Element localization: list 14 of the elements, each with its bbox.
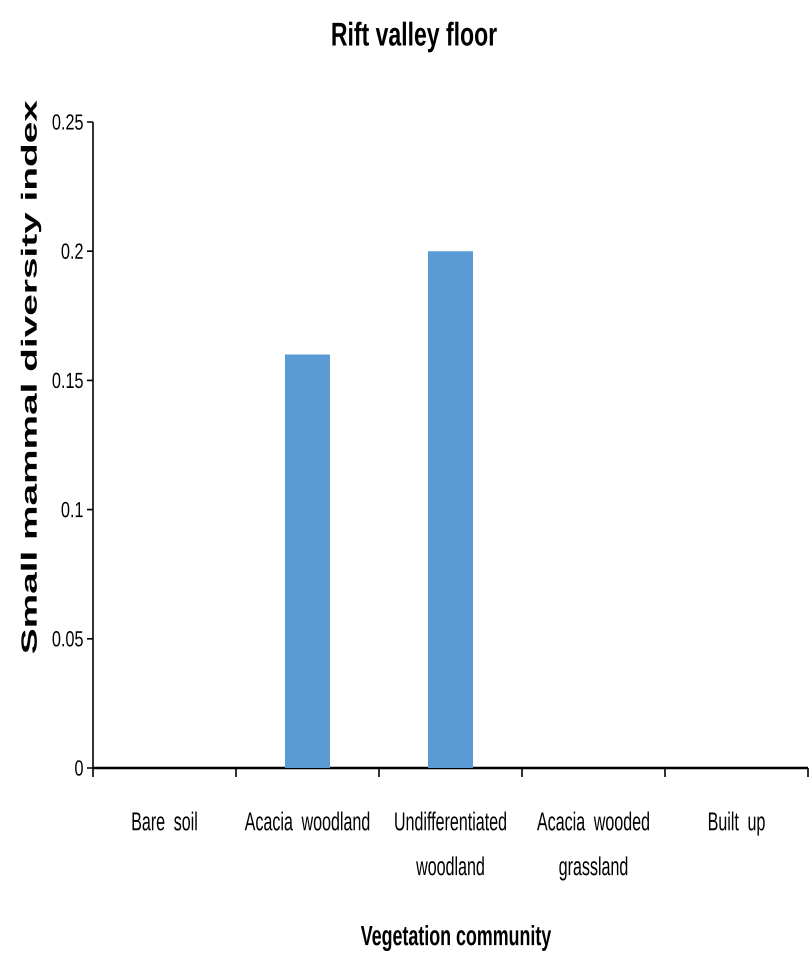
y-tick-label: 0.25 bbox=[52, 114, 83, 130]
y-tick-label: 0.05 bbox=[52, 631, 83, 647]
x-tick-label: Acacia woodland bbox=[244, 812, 370, 831]
y-tick-label: 0.2 bbox=[62, 243, 83, 259]
x-tick-label: Bare soil bbox=[132, 812, 197, 831]
x-tick-label: Acacia wooded grassland bbox=[536, 812, 649, 880]
chart-title: Rift valley floor bbox=[332, 22, 497, 52]
y-tick-label: 0.1 bbox=[62, 502, 83, 518]
x-axis-title: Vegetation community bbox=[360, 924, 552, 952]
x-tick-label: Undifferentiated woodland bbox=[395, 812, 506, 876]
y-tick-label: 0.15 bbox=[52, 372, 83, 388]
y-axis-title: Small mammal diversity index bbox=[20, 100, 42, 654]
x-tick-label: Built up bbox=[708, 812, 765, 836]
y-tick-label: 0 bbox=[75, 760, 83, 776]
